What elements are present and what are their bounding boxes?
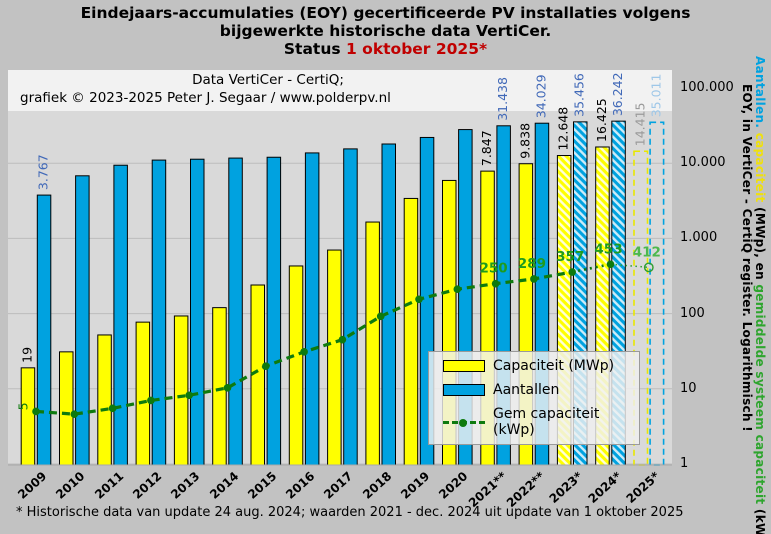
gem-capaciteit-line-dotted	[571, 262, 611, 274]
gem-capaciteit-marker	[70, 410, 79, 418]
gem-capaciteit-marker	[223, 384, 232, 392]
legend-item-capaciteit: Capaciteit (MWp)	[429, 358, 639, 374]
gem-capaciteit-marker	[415, 295, 423, 304]
bar-capaciteit-2012	[135, 321, 151, 466]
gem-capaciteit-line-forecast	[610, 263, 649, 269]
aantallen-swatch	[443, 384, 485, 396]
bar-aantallen-2009	[36, 194, 52, 466]
legend-label-gem-capaciteit: Gem capaciteit (kWp)	[493, 406, 600, 438]
gem-capaciteit-marker	[147, 396, 155, 405]
y-tick-1: 1	[680, 456, 689, 471]
bar-aantallen-2011	[113, 164, 128, 466]
value-label-aantallen-2025*: 35.011	[648, 74, 663, 118]
gem-capaciteit-marker	[108, 404, 117, 413]
legend-label-capaciteit: Capaciteit (MWp)	[493, 358, 615, 374]
y-tick-10.000: 10.000	[680, 155, 726, 171]
axis-title-segment: (MWp), en	[753, 202, 767, 285]
y-tick-100: 100	[680, 305, 705, 321]
value-label-gem-2025*: 412	[633, 244, 661, 260]
right-axis-title-line1: Aantallen. capaciteit (MWp), en gemiddel…	[753, 56, 767, 534]
bar-capaciteit-2018	[365, 221, 380, 466]
data-source-label: Data VertiCer - CertiQ;	[192, 72, 344, 88]
value-label-capaciteit-2024*: 16.425	[594, 98, 609, 142]
bar-aantallen-2016	[304, 152, 320, 466]
gem-capaciteit-marker	[262, 362, 270, 370]
gem-capaciteit-marker	[568, 268, 576, 276]
value-label-gem-2021**: 250	[480, 261, 508, 277]
value-label-gem-2022**: 289	[518, 256, 546, 272]
gem-capaciteit-marker	[376, 312, 385, 321]
y-tick-1.000: 1.000	[680, 230, 718, 246]
legend-item-gem-capaciteit: Gem capaciteit (kWp)	[429, 406, 639, 438]
value-label-gem-2023*: 357	[556, 249, 584, 265]
value-label-gem-2024*: 453	[594, 241, 622, 257]
bar-aantallen-2012	[151, 159, 167, 466]
value-label-aantallen-2023*: 35.456	[572, 73, 587, 117]
bar-capaciteit-2017	[327, 249, 342, 466]
chart-title: Eindejaars-accumulaties (EOY) gecertific…	[0, 4, 771, 58]
gem-capaciteit-marker	[453, 285, 462, 294]
value-label-aantallen-2021**: 31.438	[495, 77, 510, 121]
value-label-aantallen-2009: 3.767	[36, 154, 51, 190]
legend: Capaciteit (MWp) Aantallen Gem capacitei…	[428, 351, 640, 445]
value-label-capaciteit-2023*: 12.648	[556, 107, 571, 151]
right-axis-title-line2: EOY, in VertiCer - CertiQ register. Loga…	[740, 84, 754, 433]
y-tick-100.000: 100.000	[680, 80, 734, 95]
bar-capaciteit-2016	[288, 265, 304, 466]
gem-capaciteit-swatch	[443, 418, 485, 427]
bar-capaciteit-2013	[173, 315, 189, 466]
capaciteit-swatch	[443, 360, 485, 372]
legend-item-aantallen: Aantallen	[429, 382, 639, 398]
legend-label-aantallen: Aantallen	[493, 382, 560, 398]
bar-capaciteit-2010	[59, 351, 74, 466]
bar-aantallen-2014	[228, 157, 243, 466]
value-label-capaciteit-2009: 19	[20, 347, 35, 363]
bar-aantallen-2015	[266, 156, 282, 466]
bar-capaciteit-2019	[403, 197, 419, 466]
bar-aantallen-2018	[381, 143, 396, 466]
bar-aantallen-2013	[190, 158, 205, 466]
value-label-capaciteit-2021**: 7.847	[479, 130, 494, 166]
value-label-aantallen-2022**: 34.029	[533, 74, 548, 118]
gem-capaciteit-marker	[338, 335, 347, 344]
gem-capaciteit-open-marker	[643, 262, 654, 273]
chart-title-line2: bijgewerkte historische data VertiCer.	[219, 22, 552, 40]
status-label: Status	[283, 40, 346, 58]
chart-title-line1: Eindejaars-accumulaties (EOY) gecertific…	[80, 4, 691, 22]
axis-title-segment: capaciteit	[753, 132, 767, 203]
footnote: * Historische data van update 24 aug. 20…	[16, 505, 684, 520]
value-label-gem-2009: 5	[16, 402, 31, 410]
axis-title-segment: (kWp),	[753, 504, 767, 534]
gem-capaciteit-marker	[606, 260, 615, 269]
bar-capaciteit-2011	[97, 334, 112, 466]
bar-capaciteit-2009	[20, 367, 36, 466]
chart-title-line3: Status 1 oktober 2025*	[0, 40, 771, 58]
copyright-label: grafiek © 2023-2025 Peter J. Segaar / ww…	[20, 90, 391, 106]
y-tick-10: 10	[680, 380, 697, 396]
bar-aantallen-2010	[75, 175, 90, 466]
gem-capaciteit-marker	[530, 275, 538, 283]
gem-capaciteit-marker	[185, 391, 193, 400]
status-date: 1 oktober 2025*	[346, 40, 488, 58]
gem-capaciteit-marker	[32, 407, 40, 416]
value-label-capaciteit-2022**: 9.838	[517, 123, 532, 159]
gem-capaciteit-marker	[491, 279, 500, 288]
axis-title-segment: gemiddelde systeem capaciteit	[753, 284, 767, 505]
plot-header-band	[8, 70, 672, 111]
value-label-capaciteit-2025*: 14.415	[632, 103, 647, 147]
axis-title-segment: Aantallen.	[753, 56, 767, 129]
gem-capaciteit-marker	[300, 348, 308, 356]
bar-aantallen-2017	[343, 148, 358, 466]
gem-capaciteit-dot	[459, 418, 467, 427]
value-label-aantallen-2024*: 36.242	[610, 72, 625, 116]
